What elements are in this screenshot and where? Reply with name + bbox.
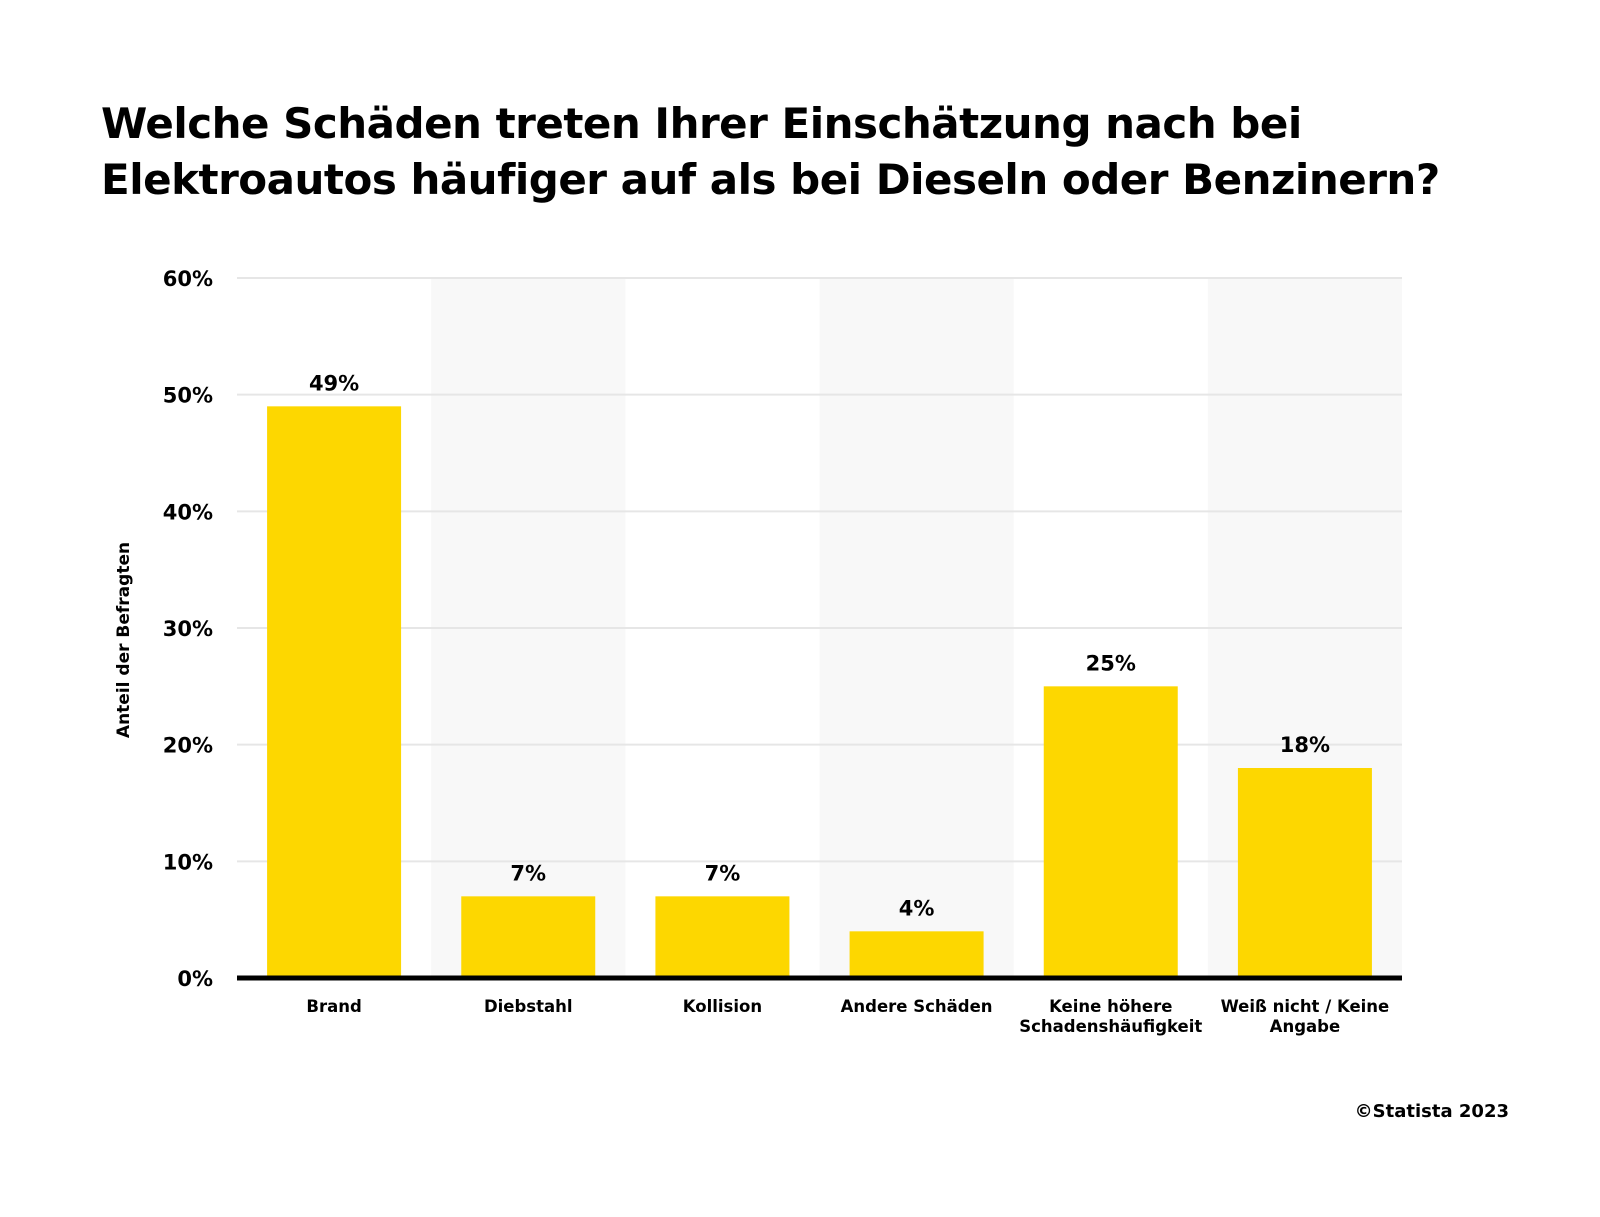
y-tick-label: 10% <box>163 850 213 874</box>
y-axis-label: Anteil der Befragten <box>114 542 134 738</box>
y-tick-label: 0% <box>177 967 213 991</box>
copyright: ©Statista 2023 <box>1354 1101 1509 1122</box>
data-label: 49% <box>309 371 359 395</box>
x-tick-label: Brand <box>306 997 361 1016</box>
y-tick-label: 50% <box>163 384 213 408</box>
y-tick-label: 60% <box>163 267 213 291</box>
x-tick-label: Schadenshäufigkeit <box>1019 1017 1202 1036</box>
x-tick-label: Andere Schäden <box>841 997 993 1016</box>
x-tick-label: Diebstahl <box>484 997 573 1016</box>
x-tick-label: Keine höhere <box>1049 997 1172 1016</box>
bar <box>461 896 596 978</box>
bar <box>1043 686 1178 978</box>
data-label: 25% <box>1086 651 1136 675</box>
chart-title: Welche Schäden treten Ihrer Einschätzung… <box>101 99 1440 204</box>
data-label: 7% <box>705 861 741 885</box>
bar <box>655 896 790 978</box>
data-label: 7% <box>510 861 546 885</box>
y-tick-label: 30% <box>163 617 213 641</box>
data-label: 18% <box>1280 733 1330 757</box>
bar <box>267 406 402 978</box>
y-tick-label: 20% <box>163 734 213 758</box>
x-tick-label: Kollision <box>683 997 762 1016</box>
data-label: 4% <box>899 896 935 920</box>
x-tick-label: Angabe <box>1270 1017 1340 1036</box>
y-tick-label: 40% <box>163 500 213 524</box>
bar <box>849 931 984 978</box>
bar <box>1237 768 1372 978</box>
x-tick-label: Weiß nicht / Keine <box>1221 997 1390 1016</box>
